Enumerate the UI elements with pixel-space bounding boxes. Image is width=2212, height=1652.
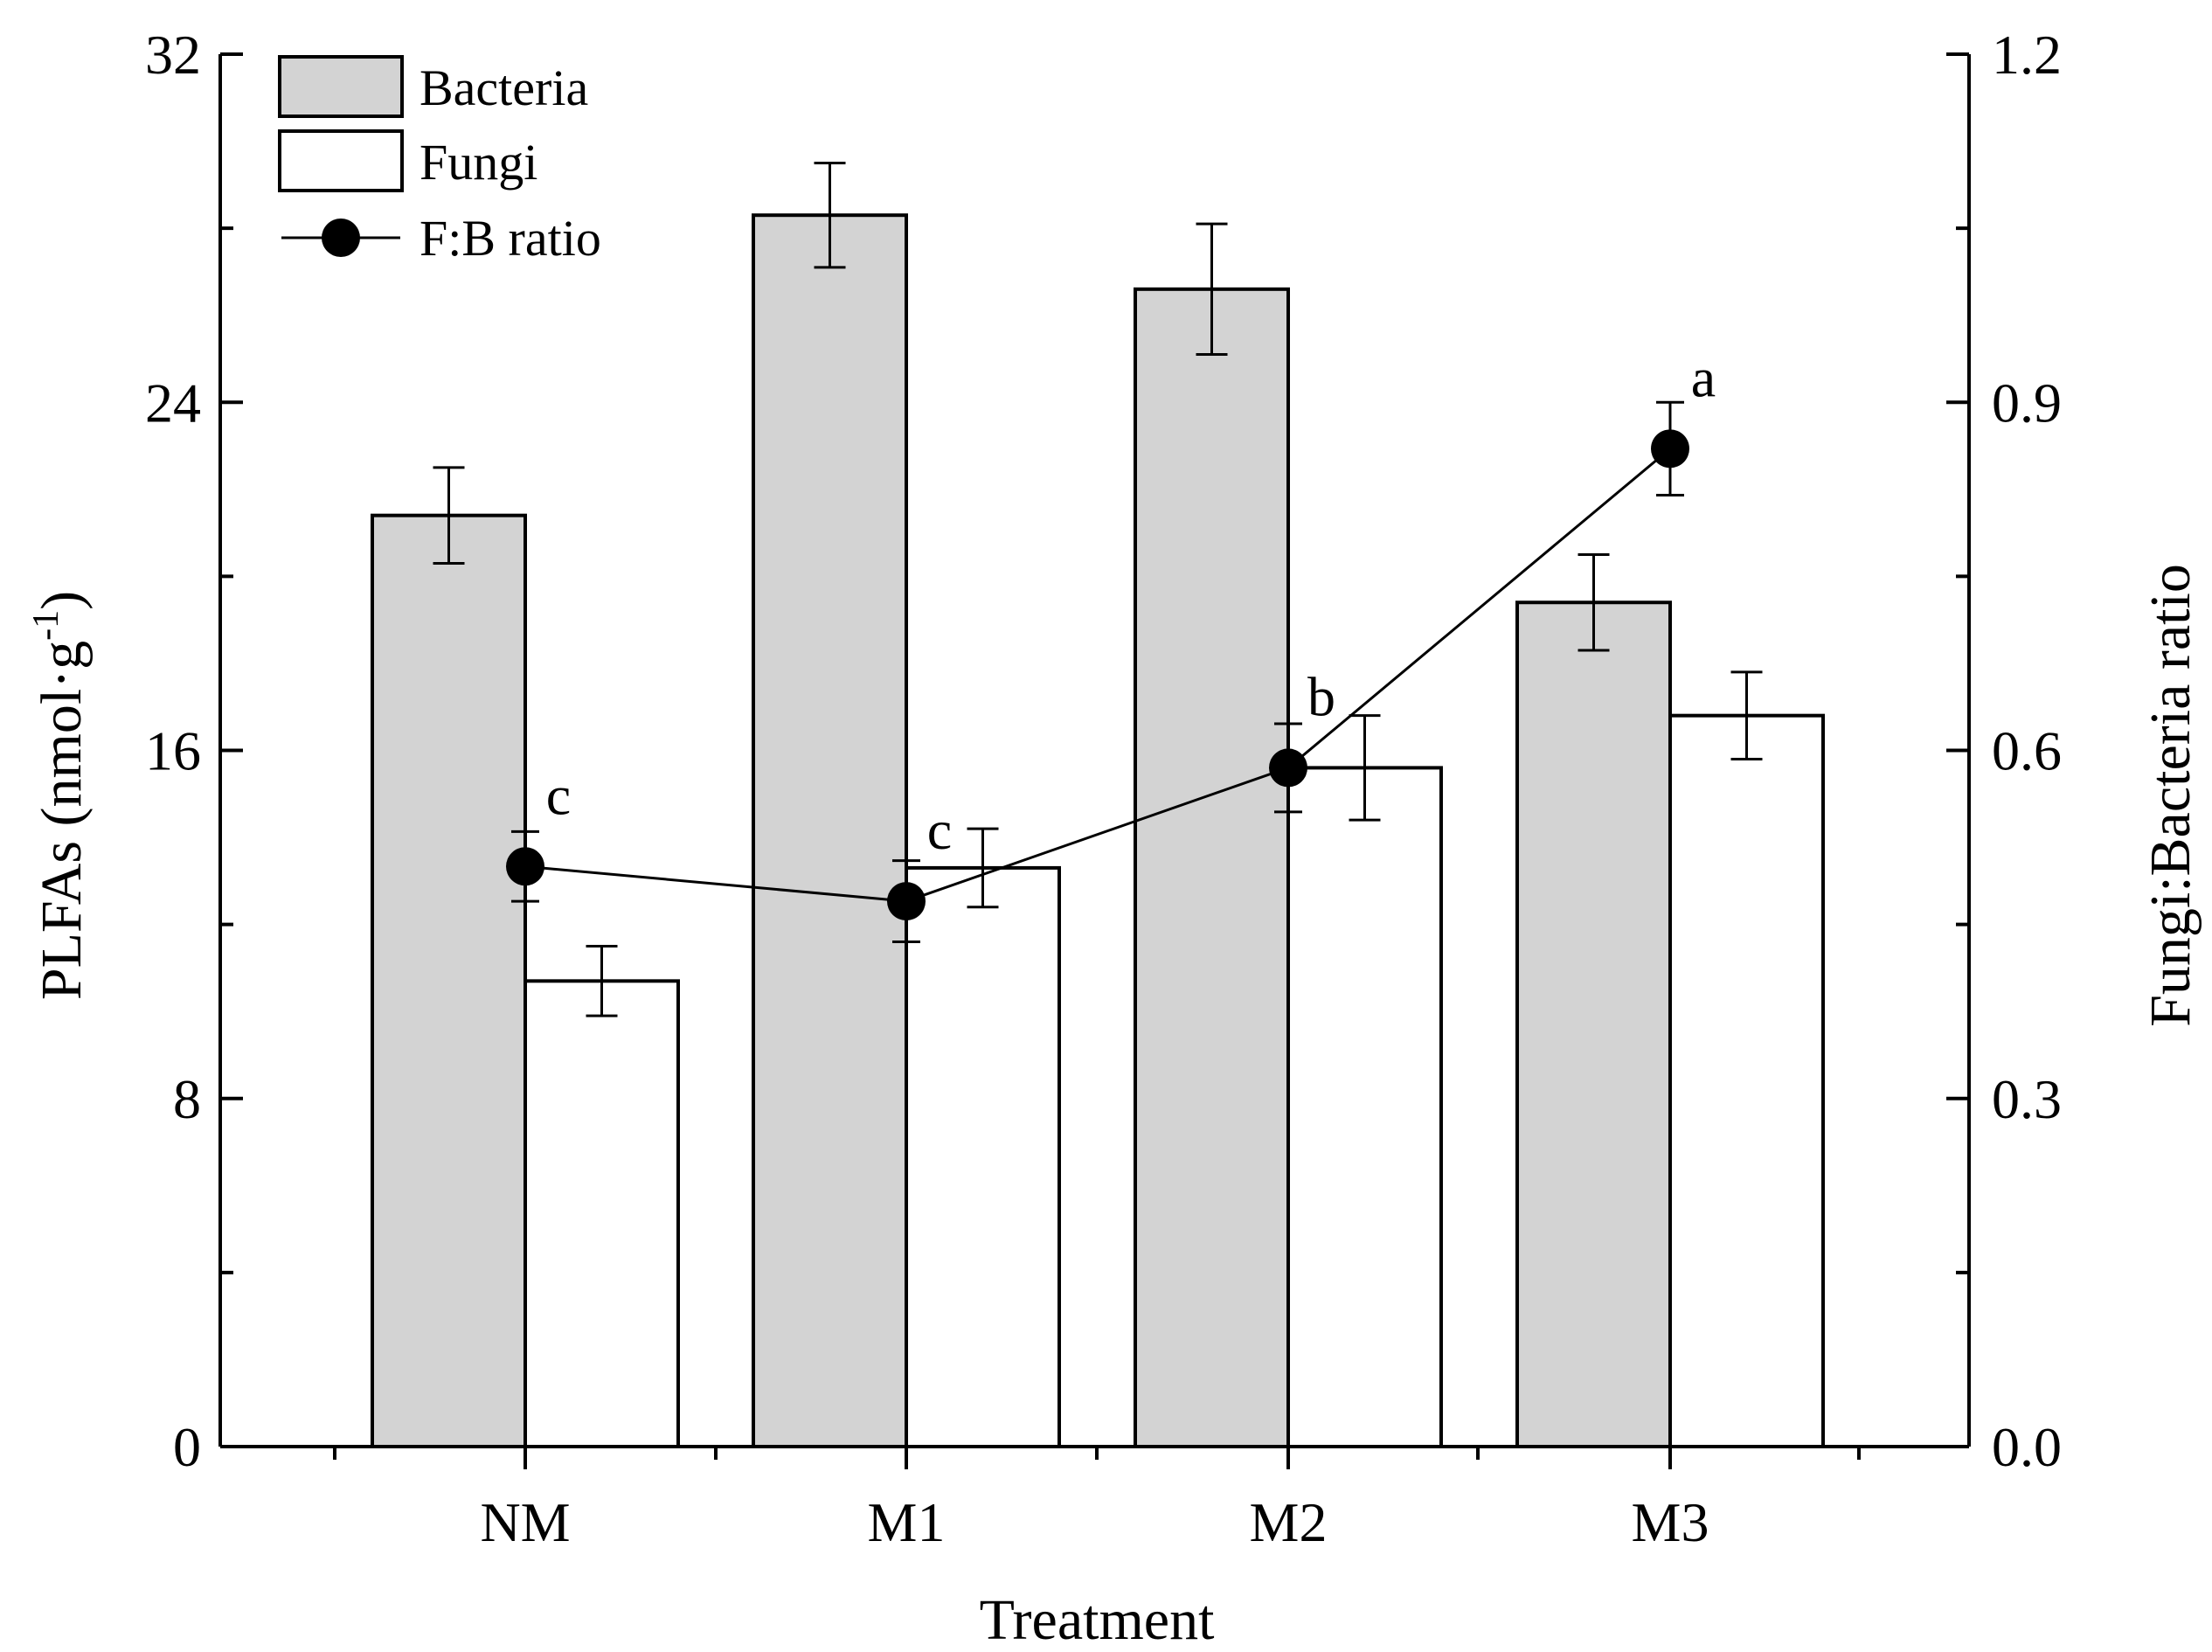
legend-ratio-marker	[322, 219, 360, 257]
legend-fungi-label: Fungi	[420, 134, 537, 191]
ratio-point-m3	[1651, 429, 1689, 469]
y2-axis-title: Fungi:Bacteria ratio	[2139, 564, 2202, 1027]
ratio-point-nm	[506, 847, 544, 886]
ratio-point-m1	[887, 882, 926, 921]
ratio-point-m2	[1269, 748, 1307, 788]
ratio-line	[524, 448, 1671, 903]
legend-fungi-swatch	[278, 129, 404, 192]
ratio-line-layer: c c b a	[506, 346, 1716, 944]
x-tick-label-m1: M1	[868, 1491, 946, 1553]
y-axis-title: PLFAs (nmol·g-1)	[26, 591, 94, 1000]
y2-tick-label: 0.6	[1992, 720, 2062, 782]
bar-fungi-m2	[1286, 766, 1443, 1448]
y2-tick-label: 0.3	[1992, 1068, 2062, 1130]
y-axis-title-main: PLFAs (nmol·g	[30, 641, 94, 1000]
bar-bacteria-m2	[1134, 287, 1290, 1449]
y-axis-title-close: )	[30, 591, 94, 610]
legend-ratio-label: F:B ratio	[420, 210, 601, 267]
x-axis-title: Treatment	[980, 1588, 1215, 1652]
legend: Bacteria Fungi F:B ratio	[278, 55, 601, 267]
bars-layer	[371, 161, 1825, 1449]
y-tick-label: 0	[173, 1416, 201, 1478]
y-tick-label: 8	[173, 1068, 201, 1130]
legend-bacteria-swatch	[278, 55, 404, 118]
y-axis-title-sup: -1	[26, 610, 66, 641]
bar-bacteria-nm	[371, 513, 527, 1448]
significance-label-m2: b	[1307, 665, 1335, 727]
y-tick-label: 24	[145, 371, 201, 434]
y2-tick-label: 1.2	[1992, 24, 2062, 86]
bar-bacteria-m1	[752, 213, 908, 1448]
bar-fungi-m3	[1668, 713, 1825, 1448]
significance-label-nm: c	[546, 764, 571, 826]
y2-tick-label: 0.0	[1992, 1416, 2062, 1478]
bar-bacteria-m3	[1515, 600, 1672, 1448]
x-tick-label-nm: NM	[480, 1491, 570, 1553]
axes-layer: 0 8 16 24 32 0.0 0.3 0.6 0.9 1.2 NM M1 M2 M3	[145, 24, 2062, 1553]
legend-bacteria-label: Bacteria	[420, 59, 588, 116]
y-tick-label: 16	[145, 720, 201, 782]
y-tick-label: 32	[145, 24, 201, 86]
x-tick-label-m3: M3	[1632, 1491, 1709, 1553]
y2-tick-label: 0.9	[1992, 371, 2062, 434]
significance-label-m3: a	[1691, 346, 1716, 408]
bar-fungi-nm	[524, 979, 680, 1448]
bar-fungi-m1	[905, 865, 1061, 1448]
x-tick-label-m2: M2	[1250, 1491, 1328, 1553]
significance-label-m1: c	[927, 799, 952, 861]
